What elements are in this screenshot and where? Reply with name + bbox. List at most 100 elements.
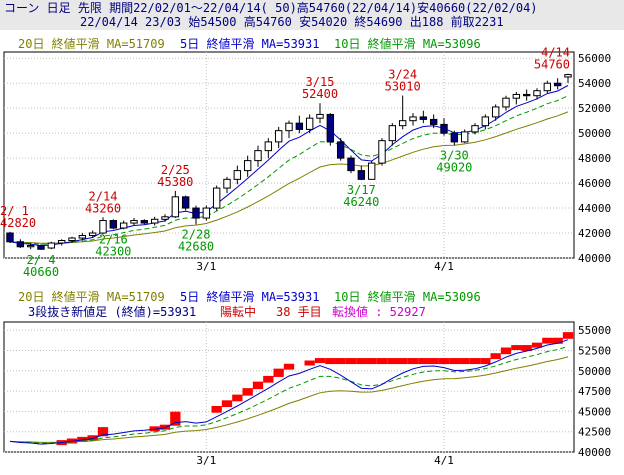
renko-brick bbox=[438, 358, 450, 365]
renko-brick bbox=[242, 388, 253, 396]
renko-brick bbox=[531, 342, 543, 348]
renko-brick bbox=[397, 358, 408, 365]
header-summary: コーン 日足 先限 期間22/02/01～22/04/14( 50)高54760… bbox=[4, 1, 538, 15]
renko-brick bbox=[252, 381, 264, 390]
renko-brick bbox=[428, 358, 439, 365]
candle-up bbox=[243, 160, 252, 172]
trough-date-label: 2/16 bbox=[99, 232, 128, 246]
renko-y-tick-label: 50000 bbox=[578, 365, 611, 378]
renko-brick bbox=[376, 358, 388, 365]
main-y-tick-label: 40000 bbox=[578, 252, 611, 265]
trough-date-label: 2/28 bbox=[182, 228, 211, 242]
candle-down bbox=[6, 232, 14, 243]
renko-brick bbox=[480, 358, 491, 365]
trough-date-label: 2/ 4 bbox=[27, 253, 56, 267]
candle-up bbox=[223, 178, 231, 189]
candle-up bbox=[254, 150, 262, 162]
candle-up bbox=[543, 82, 552, 92]
candle-down bbox=[140, 220, 149, 224]
renko-reversal-status: 陽転中 bbox=[220, 304, 256, 319]
renko-brick bbox=[418, 358, 429, 365]
candle-up bbox=[68, 237, 76, 242]
renko-panel-frame bbox=[3, 321, 575, 453]
candle-down bbox=[181, 196, 190, 209]
candle-up bbox=[119, 222, 128, 229]
trough-price-label: 49020 bbox=[436, 160, 472, 174]
candle-up bbox=[26, 245, 35, 248]
renko-brick bbox=[283, 363, 295, 370]
main-y-tick-label: 48000 bbox=[578, 152, 611, 165]
candle-up bbox=[212, 187, 221, 209]
candle-down bbox=[326, 113, 335, 143]
renko-brick bbox=[159, 424, 171, 430]
renko-brick bbox=[500, 347, 512, 355]
peak-date-label: 3/24 bbox=[388, 68, 417, 82]
candle-up bbox=[88, 232, 97, 237]
candle-down bbox=[347, 157, 355, 172]
main-y-tick-label: 52000 bbox=[578, 102, 611, 115]
trough-date-label: 3/30 bbox=[440, 148, 469, 162]
renko-brick bbox=[211, 406, 222, 413]
renko-y-tick-label: 45000 bbox=[578, 405, 611, 418]
candle-up bbox=[305, 117, 314, 130]
main-y-tick-label: 54000 bbox=[578, 77, 611, 90]
candle-up bbox=[274, 130, 283, 143]
renko-brick bbox=[469, 358, 481, 365]
main-y-tick-label: 56000 bbox=[578, 52, 611, 65]
renko-legend-ma20: 20日 終値平滑 MA=51709 bbox=[18, 289, 165, 304]
renko-ma10-line bbox=[9, 345, 569, 444]
renko-conversion-value: 転換値 : 52927 bbox=[332, 304, 426, 319]
candle-down bbox=[429, 118, 438, 125]
candle-down bbox=[295, 122, 304, 130]
peak-date-label: 2/ 1 bbox=[0, 204, 29, 218]
renko-brick bbox=[356, 358, 367, 365]
candle-up bbox=[264, 141, 273, 152]
candle-up bbox=[233, 170, 242, 180]
candle-up bbox=[409, 116, 417, 122]
renko-brick bbox=[387, 358, 398, 365]
trough-price-label: 42680 bbox=[178, 240, 214, 254]
peak-price-label: 43260 bbox=[85, 201, 121, 215]
main-y-tick-label: 46000 bbox=[578, 177, 611, 190]
peak-date-label: 2/14 bbox=[89, 189, 118, 203]
candle-up bbox=[512, 93, 521, 99]
main-x-tick-label: 4/1 bbox=[434, 260, 454, 273]
candle-up bbox=[367, 162, 376, 180]
renko-brick bbox=[562, 332, 574, 339]
main-y-tick-label: 44000 bbox=[578, 202, 611, 215]
candle-up bbox=[398, 120, 407, 127]
candle-down bbox=[336, 141, 345, 159]
peak-date-label: 3/15 bbox=[306, 75, 335, 89]
peak-price-label: 42820 bbox=[0, 216, 36, 230]
renko-y-tick-label: 47500 bbox=[578, 385, 611, 398]
main-legend-ma10: 10日 終値平滑 MA=53096 bbox=[334, 36, 481, 51]
renko-brick bbox=[542, 337, 553, 344]
main-legend-ma20: 20日 終値平滑 MA=51709 bbox=[18, 36, 165, 51]
candle-down bbox=[192, 207, 200, 219]
renko-brick bbox=[335, 358, 346, 365]
candle-up bbox=[471, 125, 479, 133]
renko-x-tick-label: 4/1 bbox=[434, 454, 454, 467]
renko-brick bbox=[273, 368, 284, 377]
renko-count: 38 手目 bbox=[276, 305, 322, 319]
renko-brick bbox=[97, 427, 109, 437]
candle-up bbox=[150, 218, 159, 224]
peak-price-label: 54760 bbox=[534, 58, 570, 72]
candle-up bbox=[564, 74, 572, 78]
candle-down bbox=[522, 93, 531, 97]
renko-brick bbox=[263, 375, 274, 383]
renko-brick bbox=[314, 358, 326, 364]
candle-up bbox=[491, 106, 500, 118]
candle-up bbox=[57, 240, 66, 244]
candle-up bbox=[316, 113, 324, 119]
candle-up bbox=[99, 220, 107, 234]
renko-info-label: 3段抜き新値足 (終値)=53931 bbox=[28, 304, 196, 319]
candle-down bbox=[553, 82, 562, 87]
candle-up bbox=[285, 122, 293, 132]
header-latest-bar: 22/04/14 23/03 始54500 高54760 安54020 終546… bbox=[80, 15, 504, 29]
candle-up bbox=[388, 125, 397, 142]
main-ma5-line bbox=[9, 85, 569, 247]
main-ma20-line bbox=[9, 111, 569, 244]
candle-up bbox=[78, 235, 87, 239]
trough-price-label: 42300 bbox=[95, 244, 131, 258]
